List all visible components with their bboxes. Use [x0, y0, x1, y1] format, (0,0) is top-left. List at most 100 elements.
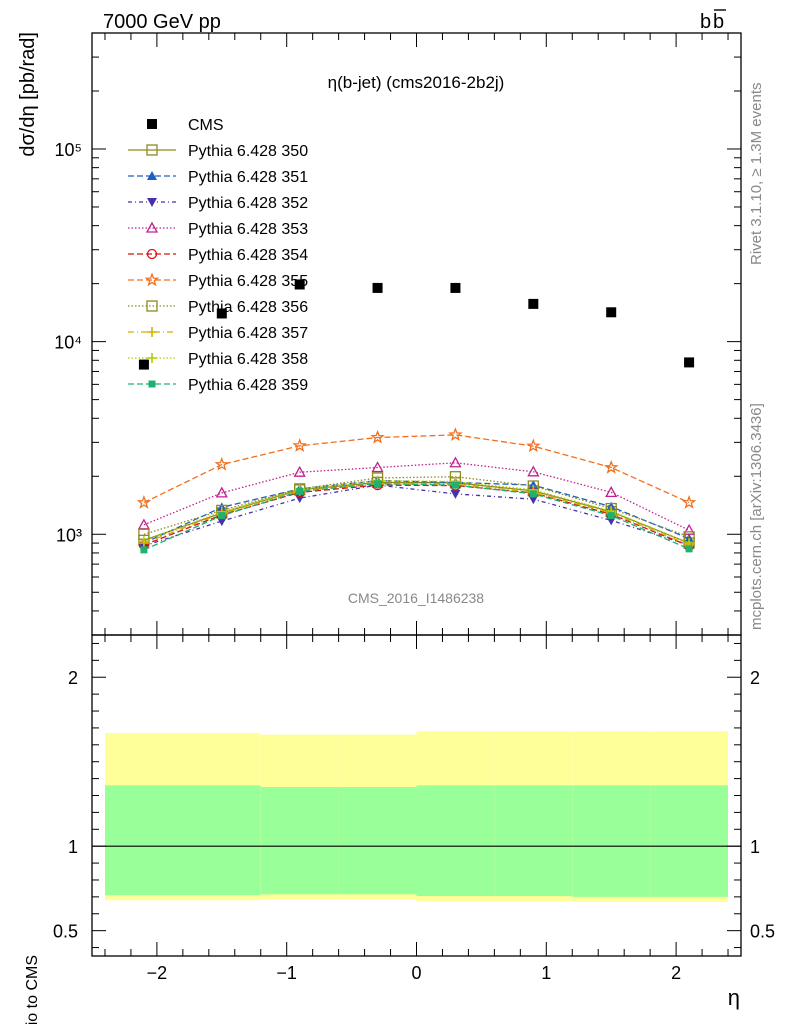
process-b: b — [700, 11, 711, 33]
chart-title: η(b-jet) (cms2016-2b2j) — [328, 73, 505, 92]
series-point — [451, 481, 459, 489]
cms-data — [138, 279, 695, 370]
series-point — [605, 486, 618, 498]
series-point — [685, 545, 693, 553]
legend-label: Pythia 6.428 359 — [188, 377, 308, 394]
y-tick-label: 10⁴ — [54, 333, 82, 353]
series-point — [140, 546, 148, 554]
series-point — [371, 461, 384, 473]
series-line — [143, 481, 690, 544]
legend-label: Pythia 6.428 356 — [188, 299, 308, 316]
legend-label: Pythia 6.428 354 — [188, 247, 308, 264]
series-line — [143, 484, 690, 547]
series-line — [143, 483, 690, 546]
legend-label: Pythia 6.428 355 — [188, 273, 308, 290]
legend-label: Pythia 6.428 350 — [188, 143, 308, 160]
analysis-watermark: CMS_2016_I1486238 — [348, 590, 484, 606]
series-point — [529, 490, 537, 498]
legend-label: Pythia 6.428 351 — [188, 169, 308, 186]
series-point — [370, 429, 385, 444]
ratio-panel: −2 −1 0 1 2 0.5 0.5 1 1 2 2 — [53, 634, 775, 983]
legend-label: Pythia 6.428 353 — [188, 221, 308, 238]
series-point — [527, 465, 540, 477]
ratio-tick-label-right: 2 — [750, 668, 760, 688]
ratio-tick-label-left: 0.5 — [53, 922, 78, 942]
legend-label: Pythia 6.428 352 — [188, 195, 308, 212]
series-line — [143, 434, 690, 504]
series-point — [296, 487, 304, 495]
legend-marker — [146, 248, 158, 260]
ratio-band-green — [104, 785, 261, 896]
legend-label: Pythia 6.428 358 — [188, 351, 308, 368]
x-tick-label: −1 — [276, 963, 297, 983]
series-point — [218, 512, 226, 520]
series-point — [682, 523, 696, 535]
ratio-tick-label-right: 0.5 — [750, 922, 775, 942]
legend-marker — [145, 221, 159, 233]
legend-marker — [147, 198, 157, 207]
y-axis-label: dσ/dη [pb/rad] — [17, 32, 39, 157]
series-point — [374, 480, 382, 488]
cms-point — [528, 298, 539, 309]
cms-point — [606, 307, 617, 318]
series-9 — [138, 475, 695, 549]
mcplots-label: mcplots.cern.ch [arXiv:1306.3436] — [748, 403, 765, 630]
legend-marker — [147, 353, 157, 363]
series-point — [526, 438, 541, 453]
x-tick-label: 0 — [411, 963, 421, 983]
cms-point — [138, 359, 149, 370]
legend: CMS Pythia 6.428 350 Pythia 6.428 351 Pythi… — [128, 117, 308, 394]
ratio-tick-label-left: 1 — [68, 837, 78, 857]
series-point — [292, 438, 307, 452]
y-tick-label: 10³ — [56, 525, 82, 545]
ratio-axis-label: Ratio to CMS — [24, 955, 41, 1024]
ratio-band-green — [260, 787, 339, 895]
series-line — [143, 462, 690, 531]
series-point — [215, 486, 228, 498]
legend-label-cms: CMS — [188, 117, 224, 134]
cms-point — [294, 279, 305, 290]
legend-marker — [147, 327, 157, 337]
series-point — [603, 459, 619, 474]
ratio-band-green — [416, 785, 495, 897]
legend-marker-cms — [147, 119, 157, 129]
series-point — [681, 495, 697, 509]
series-point — [448, 427, 463, 442]
ratio-band-green — [650, 785, 729, 897]
process-bbar: b — [713, 11, 724, 33]
cms-point — [372, 282, 383, 293]
ratio-tick-label-right: 1 — [750, 837, 760, 857]
main-panel: 10³ 10⁴ 10⁵ CMS Pythia 6.428 350 Pythia 6.428… — [54, 32, 742, 956]
series-point — [136, 495, 152, 509]
x-tick-label: 1 — [541, 963, 551, 983]
series-line — [143, 479, 690, 544]
series-point — [138, 536, 149, 547]
y-tick-label: 10⁵ — [55, 140, 82, 160]
ratio-tick-label-left: 2 — [68, 668, 78, 688]
series-point — [528, 495, 539, 505]
legend-marker — [144, 272, 160, 287]
series-10 — [140, 480, 693, 554]
legend-marker — [148, 380, 156, 388]
ratio-band-green — [494, 785, 573, 897]
legend-marker — [147, 171, 157, 180]
series-point — [450, 489, 461, 499]
ratio-band-green — [572, 785, 651, 897]
cms-point — [684, 357, 695, 368]
x-tick-label: 2 — [671, 963, 681, 983]
series-line — [143, 483, 690, 551]
legend-label: Pythia 6.428 357 — [188, 325, 308, 342]
process-label: b b — [700, 9, 726, 33]
legend-marker — [146, 144, 158, 156]
cms-point — [216, 308, 227, 319]
energy-label: 7000 GeV pp — [103, 11, 221, 33]
legend-marker — [146, 300, 158, 312]
series-point — [214, 456, 230, 471]
ratio-band-green — [338, 787, 417, 895]
x-axis-label: η — [728, 985, 740, 1010]
series-line — [143, 479, 690, 544]
series-point — [684, 533, 695, 543]
x-tick-label: −2 — [147, 963, 168, 983]
series-point — [607, 512, 615, 520]
